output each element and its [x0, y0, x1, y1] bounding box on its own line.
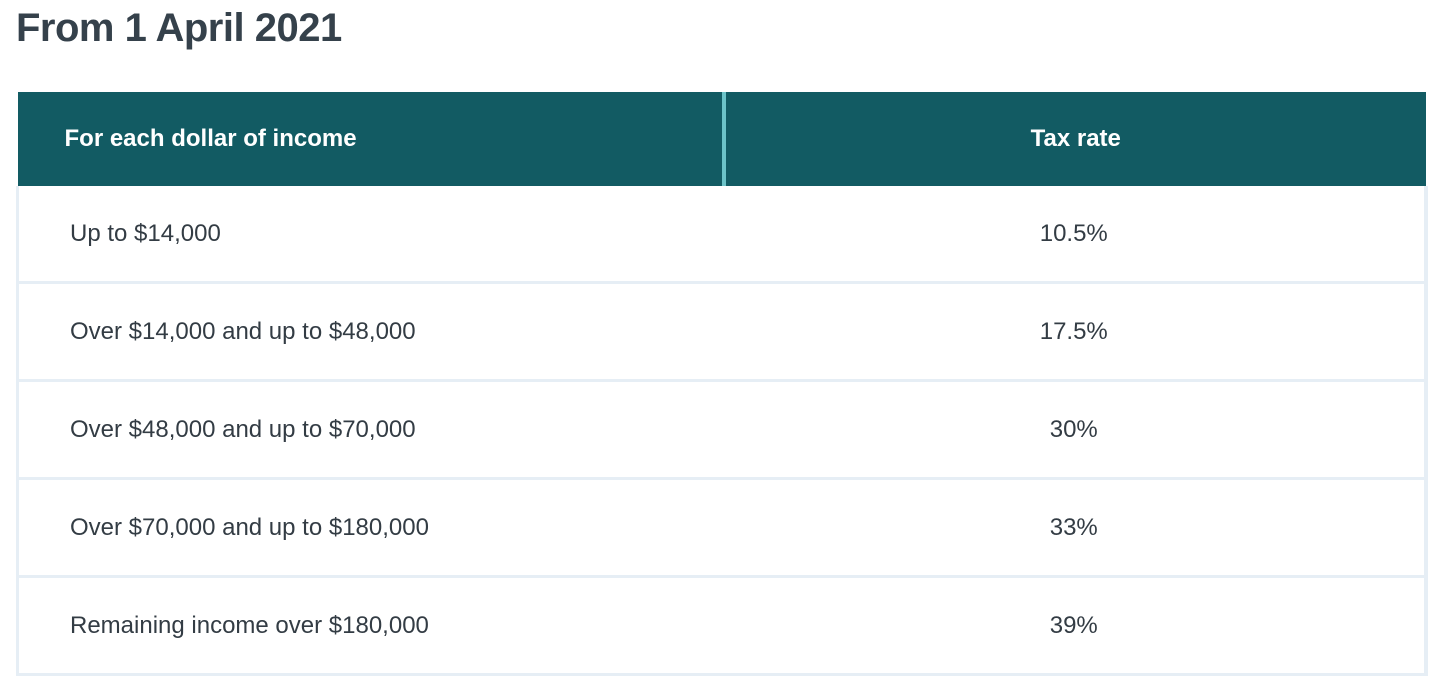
rate-cell: 33%: [723, 478, 1428, 578]
income-cell: Up to $14,000: [16, 186, 724, 284]
page-heading: From 1 April 2021: [16, 6, 342, 50]
table-row: Over $70,000 and up to $180,000 33%: [16, 478, 1428, 578]
income-cell: Over $14,000 and up to $48,000: [16, 282, 724, 382]
table-row: Up to $14,000 10.5%: [16, 186, 1428, 284]
rate-cell: 39%: [723, 576, 1428, 676]
table-row: Over $14,000 and up to $48,000 17.5%: [16, 282, 1428, 382]
rate-cell: 17.5%: [723, 282, 1428, 382]
rate-cell: 10.5%: [723, 186, 1428, 284]
income-cell: Over $48,000 and up to $70,000: [16, 380, 724, 480]
income-cell: Over $70,000 and up to $180,000: [16, 478, 724, 578]
table-row: Remaining income over $180,000 39%: [16, 576, 1428, 676]
rate-cell: 30%: [723, 380, 1428, 480]
income-cell: Remaining income over $180,000: [16, 576, 724, 676]
table-header-row: For each dollar of income Tax rate: [17, 92, 1426, 186]
column-header-tax-rate: Tax rate: [723, 92, 1426, 186]
tax-rate-table: For each dollar of income Tax rate Up to…: [16, 92, 1428, 676]
table-row: Over $48,000 and up to $70,000 30%: [16, 380, 1428, 480]
column-header-income: For each dollar of income: [17, 92, 726, 186]
